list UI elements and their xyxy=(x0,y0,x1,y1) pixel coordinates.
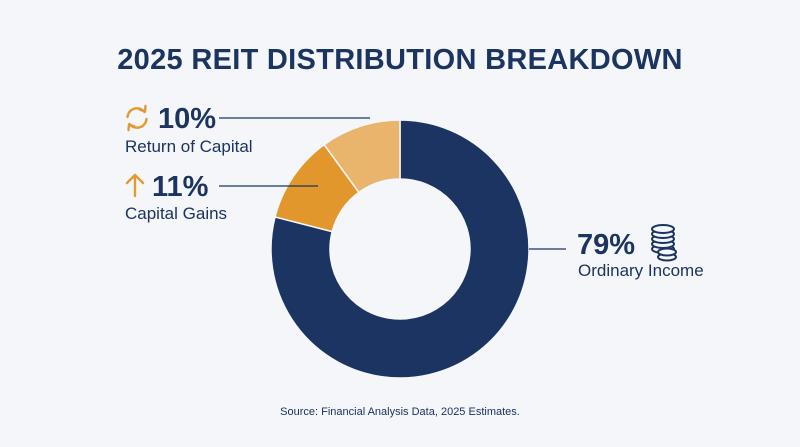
slice-return-of-capital xyxy=(323,119,401,194)
arrow-up-icon xyxy=(125,173,145,198)
source-note: Source: Financial Analysis Data, 2025 Es… xyxy=(280,406,520,418)
coins-icon xyxy=(651,224,677,262)
donut-slices xyxy=(270,119,530,379)
ordinary-income-percent: 79% xyxy=(577,229,635,261)
capital-gains-label: Capital Gains xyxy=(125,204,227,223)
refresh-icon xyxy=(126,104,148,132)
return-of-capital-label: Return of Capital xyxy=(125,137,253,156)
return-of-capital-percent: 10% xyxy=(158,103,216,135)
slice-ordinary-income xyxy=(270,119,530,379)
chart-title: 2025 REIT DISTRIBUTION BREAKDOWN xyxy=(117,44,683,76)
capital-gains-percent: 11% xyxy=(152,171,209,203)
ordinary-income-label: Ordinary Income xyxy=(578,261,704,280)
